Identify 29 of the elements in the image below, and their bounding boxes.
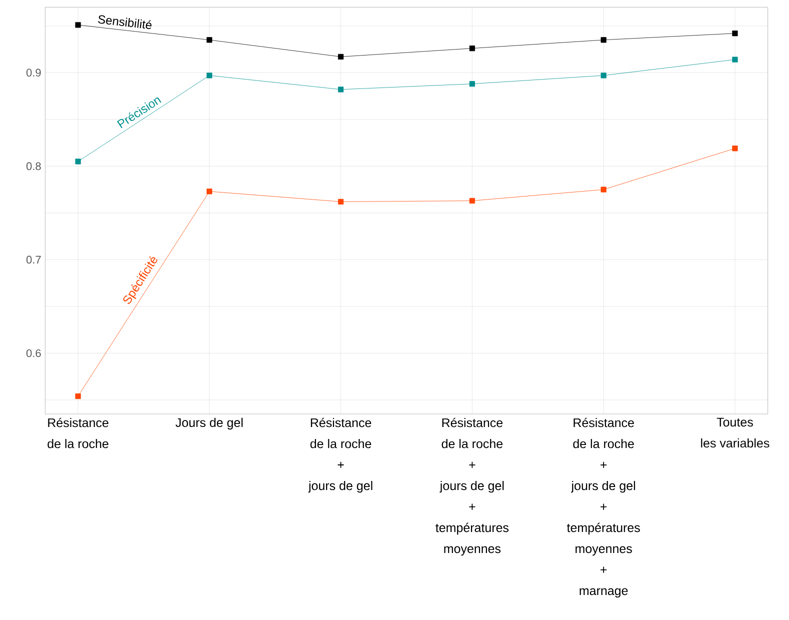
x-tick-label: Toutes les variables — [701, 418, 770, 448]
x-tick-label: Résistance de la roche + jours de gel + températures moyennes — [436, 418, 509, 556]
point — [338, 198, 344, 204]
category-label: Résistance de la roche + jours de gel + températures moyennes + marnage — [566, 418, 640, 598]
point — [732, 56, 738, 62]
point — [469, 198, 475, 204]
point — [338, 86, 344, 92]
point — [732, 30, 738, 36]
point — [206, 37, 212, 43]
y-tick-label: 0.6 — [26, 349, 41, 358]
x-tick-label: Résistance de la roche — [48, 418, 108, 448]
point — [732, 146, 738, 152]
point — [75, 158, 81, 164]
point — [75, 393, 81, 399]
y-tick-label: 0.7 — [26, 256, 41, 264]
point — [338, 54, 344, 60]
text: Sensibilité — [98, 15, 152, 30]
y-tick-label: 0.8 — [26, 162, 41, 170]
point — [206, 72, 212, 78]
x-tick-label: Résistance de la roche + jours de gel — [308, 418, 372, 493]
y-tick-label: 0.9 — [26, 68, 41, 77]
point — [75, 22, 81, 28]
point — [600, 72, 606, 78]
x-tick-label: Jours de gel — [176, 418, 243, 430]
point — [600, 186, 606, 192]
point — [469, 46, 475, 52]
point — [600, 37, 606, 43]
point — [206, 188, 212, 194]
point — [469, 81, 475, 87]
